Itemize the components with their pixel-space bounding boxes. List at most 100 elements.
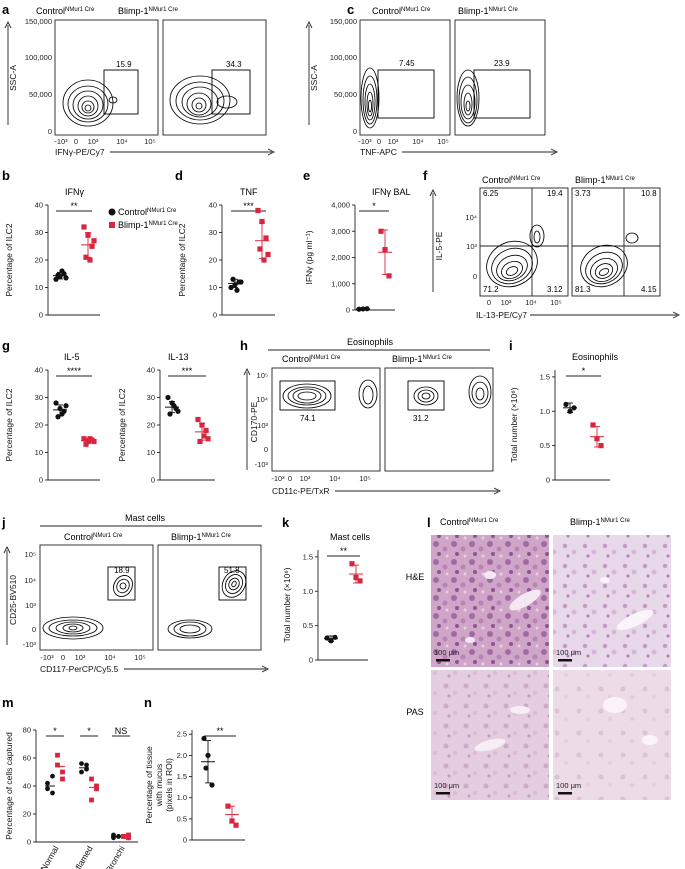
flow-f-title-1: ControlNMur1 Cre [482,175,541,185]
dotplot-n-ylabel-line: (pixels in ROI) [164,758,174,812]
dotplot-g2-ylabel: Percentage of ILC2 [117,388,127,462]
dotplot-g1-ytick-label: 30 [35,393,43,402]
flow-a-gate-value-2: 34.3 [226,60,242,69]
dotplot-b-point-blimp [81,224,87,230]
flow-j-ytick: 10⁵ [25,550,36,559]
dotplot-i-point-control [563,401,569,407]
dotplot-d-ytick-label: 0 [213,311,217,320]
flow-h-ytick: 10³ [257,421,268,430]
dotplot-e-sig-label: * [372,201,376,211]
dotplot-d-point-control [238,279,244,285]
flow-c-xarrow-head [550,148,559,156]
dotplot-n-point-control [209,782,215,788]
dotplot-b-point-control [55,272,61,278]
dotplot-d-ytick-label: 10 [209,283,217,292]
flow-j-title-1: ControlNMur1 Cre [64,532,123,542]
dotplot-g2-point-blimp [205,436,211,442]
dotplot-g2-ytick-label: 0 [151,476,155,485]
flow-a-xtick: -10³ [54,137,68,146]
flow-c-title-2: Blimp-1NMur1 Cre [458,6,519,16]
dotplot-i-ytick-label: 1.0 [540,407,550,416]
flow-c-ytick: 150,000 [330,17,357,26]
dotplot-m-point-control [50,790,55,796]
dotplot-d-point-control [228,284,234,291]
flow-f-ytick: 10⁴ [465,213,477,222]
flow-f-q-lr-1: 3.12 [547,285,563,294]
flow-c-plot-1-frame [359,19,451,136]
dotplot-e-point-blimp [382,247,388,253]
dotplot-b: 0 10 20 30 40 IFNγ Percentage of ILC2 ** [4,187,100,320]
dotplot-b-sig-label: ** [70,201,78,211]
dotplot-d-point-control [234,287,240,293]
dotplot-d-title: TNF [240,187,258,197]
panel-label-c: c [347,2,354,17]
dotplot-i-point-blimp [594,436,600,442]
dotplot-n-point-control [203,765,209,771]
flow-c-xtick: -10³ [358,137,372,146]
flow-h-xarrow-head [493,487,502,495]
dotplot-m-point-blimp [55,752,60,758]
dotplot-n-point-blimp [233,822,239,828]
dotplot-m-point-blimp [121,834,126,839]
dotplot-e-title: IFNγ BAL [372,187,411,197]
dotplot-g2-title: IL-13 [168,352,189,362]
dotplot-e-point-control [356,306,362,312]
dotplot-g2: 0 10 20 30 40 IL-13 Percentage of ILC2 *** [117,352,215,485]
flow-h-gate-1 [279,380,336,411]
flow-a-xtick: 10⁴ [116,137,128,146]
dotplot-d-sig-label: *** [243,201,254,211]
panel-label-h: h [240,338,248,353]
flow-f-xlabel: IL-13-PE/Cy7 [476,310,527,320]
flow-c-xtick: 0 [377,137,381,146]
flow-f-q-ul-2: 3.73 [575,189,591,198]
panel-label-b: b [2,168,10,183]
flow-h-ytick: 10⁵ [257,371,268,380]
scale-bar-label: 100 μm [434,781,459,790]
flow-c-contour-2 [456,69,480,127]
dotplot-k: 0 0.5 1.0 1.5 Mast cells Total number (×10⁶) *… [282,532,371,665]
flow-c-yarrow-head [305,20,313,29]
dotplot-m-point-control [79,769,84,775]
dotplot-d-point-blimp [257,246,263,252]
dotplot-i-point-blimp [598,443,604,449]
dotplot-g2-point-control [171,403,177,409]
flow-c-xtick: 10³ [388,137,399,146]
flow-h-ylabel: CD170-PE [249,401,259,442]
panel-a: ControlNMur1 Cre Blimp-1NMur1 Cre 150,00… [4,6,276,157]
flow-a-ylabel: SSC-A [8,65,18,91]
dotplot-m-ytick-label: 80 [23,726,31,735]
dotplot-m-point-control [116,834,121,839]
flow-f-xtick: 10³ [501,298,512,307]
dotplot-g2-point-blimp [201,433,207,439]
dotplot-k-ylabel: Total number (×10⁶) [282,567,292,642]
dotplot-g1-ytick-label: 0 [39,476,43,485]
flow-j-xtick: -10³ [40,653,54,662]
dotplot-k-ytick-label: 1.0 [303,587,313,596]
flow-h-title-2: Blimp-1NMur1 Cre [392,354,453,364]
flow-h-plot-2-frame [384,367,494,472]
dotplot-d-ytick-label: 40 [209,201,217,210]
dotplot-m-point-blimp [126,835,131,841]
dotplot-g2-point-blimp [197,438,203,445]
dotplot-g1-point-blimp [81,436,87,442]
flow-a-plot-1-frame [54,19,159,136]
dotplot-n-ytick-label: 0.5 [177,814,187,823]
flow-c-ytick: 100,000 [330,53,357,62]
flow-h-contour-2 [413,375,492,409]
flow-c-xlabel: TNF-APC [360,147,397,157]
flow-c-gate-2 [473,69,531,119]
flow-h-yarrow-head [243,367,251,376]
dotplot-g1-title: IL-5 [64,352,80,362]
dotplot-g2-ytick-label: 10 [147,448,155,457]
dotplot-b-ytick-label: 0 [39,311,43,320]
flow-j-xtick: 0 [61,653,65,662]
flow-j-plot-2-frame [157,544,262,651]
dotplot-n-ytick-label: 1.0 [177,793,187,802]
dotplot-g2-point-control [175,408,181,414]
dotplot-m-point-blimp [94,783,99,789]
flow-f-ylabel: IL-5-PE [434,231,444,260]
dotplot-m-ytick-label: 40 [23,782,31,791]
dotplot-k-ytick-label: 0.5 [303,621,313,630]
dotplot-d-point-control [232,282,238,288]
flow-h-contour-1 [282,379,378,409]
